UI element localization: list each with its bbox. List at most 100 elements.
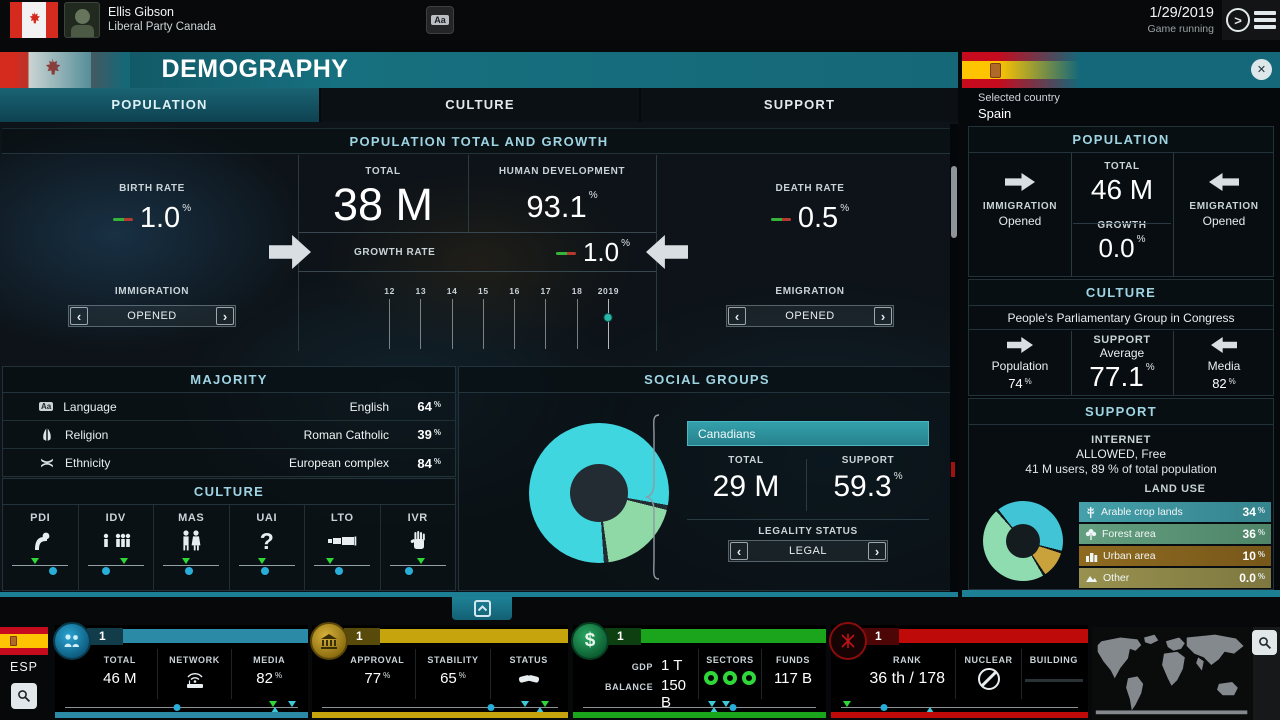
country-support-value: 77.1 — [1089, 361, 1144, 392]
politics-overview-panel[interactable]: 1 APPROVAL 77% STABILITY 65% STATUS — [310, 622, 568, 718]
military-overview-panel[interactable]: 1 RANK 36 th / 178 NUCLEAR BUILDING — [829, 622, 1088, 718]
network-icon — [186, 673, 203, 688]
emigration-next-button[interactable]: › — [874, 307, 892, 325]
social-groups-donut-chart[interactable] — [529, 423, 669, 563]
military-icon[interactable] — [829, 622, 867, 660]
immigration-stepper[interactable]: ‹ OPENED › — [68, 305, 236, 327]
bottom-country-flag — [0, 627, 48, 655]
culture-target-marker[interactable] — [325, 558, 334, 564]
map-europe — [1165, 637, 1185, 651]
building-progress-empty — [1024, 679, 1083, 682]
mini-world-map[interactable] — [1092, 627, 1253, 720]
map-zoom-button[interactable] — [1252, 630, 1277, 655]
land-use-row-other: Other 0.0% — [1079, 568, 1271, 588]
tab-support[interactable]: SUPPORT — [641, 88, 958, 122]
majority-label: Language — [63, 399, 117, 414]
culture-value-marker — [260, 567, 269, 575]
population-total-growth-section: POPULATION TOTAL AND GROWTH BIRTH RATE 1… — [2, 128, 956, 364]
stat-network: NETWORK — [156, 649, 232, 699]
birth-rate-value: 1.0 — [139, 202, 181, 234]
immigration-arrow-icon — [1005, 173, 1035, 191]
uncertainty-icon: ? — [259, 527, 274, 554]
culture-target-marker[interactable] — [181, 558, 190, 564]
demography-overview-panel[interactable]: 1 TOTAL 46 M NETWORK MEDIA 82% — [53, 622, 308, 718]
city-icon — [1086, 552, 1098, 562]
language-chat-button[interactable]: Aa — [426, 6, 454, 34]
indulgence-hand-icon — [410, 531, 425, 549]
population-timeline: 12 13 14 15 16 17 18 2019 — [374, 286, 624, 356]
menu-button[interactable] — [1254, 11, 1276, 29]
majority-row-ethnicity: Ethnicity European complex 84% — [3, 449, 455, 477]
majority-row-language: Aa Language English 64% — [3, 393, 455, 421]
legality-next-button[interactable]: › — [868, 542, 886, 560]
close-panel-button[interactable]: ✕ — [1251, 59, 1272, 80]
trend-indicator — [112, 217, 133, 221]
stat-sectors: SECTORS — [698, 649, 761, 699]
culture-value-marker — [185, 567, 193, 575]
stat-funds: FUNDS 117 B — [761, 649, 824, 699]
culture-title: CULTURE — [3, 479, 455, 505]
play-speed-button[interactable]: > — [1226, 8, 1250, 32]
tab-population[interactable]: POPULATION — [0, 88, 319, 122]
culture-target-marker[interactable] — [30, 558, 39, 564]
stat-stability: STABILITY 65% — [414, 649, 491, 699]
spain-crest — [10, 636, 17, 646]
panel-progress-bar — [899, 629, 1088, 643]
panel-badge: 1 — [605, 628, 641, 645]
country-growth-label: GROWTH — [1097, 220, 1147, 231]
magnifier-icon — [1258, 636, 1271, 649]
panel-progress-bar — [380, 629, 568, 643]
country-support-section: SUPPORT INTERNET ALLOWED, Free 41 M user… — [968, 398, 1274, 590]
collapse-panel-tab[interactable] — [452, 597, 512, 620]
culture-target-marker[interactable] — [119, 558, 128, 564]
internet-users: 41 M users, 89 % of total population — [1025, 462, 1217, 476]
culture-dim-idv: IDV — [77, 505, 154, 590]
group-support-value: 59.3 — [833, 470, 892, 503]
economy-icon[interactable]: $ — [571, 622, 609, 660]
panel-indicator-slider — [579, 701, 820, 715]
culture-dim-pdi: PDI — [3, 505, 78, 590]
map-asia — [1186, 634, 1244, 665]
culture-dim-uai: UAI ? — [228, 505, 305, 590]
game-date: 1/29/2019 — [1149, 5, 1214, 21]
immigration-prev-button[interactable]: ‹ — [70, 307, 88, 325]
panel-progress-bar — [123, 629, 308, 643]
country-search-button[interactable] — [11, 683, 37, 709]
culture-target-marker[interactable] — [417, 558, 426, 564]
selected-country-block: Selected country Spain — [962, 88, 1280, 126]
culture-value-marker — [404, 567, 413, 575]
emigration-label: EMIGRATION — [775, 286, 845, 297]
country-support-label: SUPPORT — [1093, 334, 1151, 346]
population-icon[interactable] — [53, 622, 91, 660]
emigration-stepper[interactable]: ‹ OPENED › — [726, 305, 894, 327]
human-development-value: 93.1 — [526, 189, 587, 224]
immigration-value: OPENED — [127, 310, 177, 322]
legality-prev-button[interactable]: ‹ — [730, 542, 748, 560]
birth-rate-label: BIRTH RATE — [119, 183, 185, 194]
majority-title: MAJORITY — [3, 367, 455, 393]
immigration-label: IMMIGRATION — [114, 286, 190, 297]
tab-culture[interactable]: CULTURE — [321, 88, 639, 122]
stat-rank: RANK 36 th / 178 — [869, 655, 946, 687]
player-avatar[interactable] — [64, 2, 100, 38]
map-africa — [1162, 651, 1185, 686]
majority-section: MAJORITY Aa Language English 64% Religio… — [2, 366, 456, 477]
emigration-prev-button[interactable]: ‹ — [728, 307, 746, 325]
panel-indicator-slider — [318, 701, 562, 715]
magnifier-icon — [18, 690, 31, 703]
culture-target-marker[interactable] — [258, 558, 267, 564]
stat-nuclear: NUCLEAR — [955, 649, 1020, 699]
selected-group-item[interactable]: Canadians — [687, 421, 929, 446]
government-icon[interactable] — [310, 622, 348, 660]
chevron-up-icon — [477, 605, 487, 612]
economy-overview-panel[interactable]: 1 $ GDP 1 T BALANCE 150 B SECTORS FUNDS 11… — [571, 622, 826, 718]
masculinity-icon — [183, 530, 201, 551]
majority-value: English — [349, 399, 389, 414]
speech-bubble-icon: Aa — [431, 15, 449, 25]
immigration-next-button[interactable]: › — [216, 307, 234, 325]
menu-icon — [1254, 11, 1276, 15]
growth-rate-row: GROWTH RATE 1.0% — [298, 232, 656, 272]
culture-slider — [314, 558, 371, 575]
legality-stepper[interactable]: ‹ LEGAL › — [728, 540, 888, 562]
forest-icon — [1085, 528, 1097, 540]
